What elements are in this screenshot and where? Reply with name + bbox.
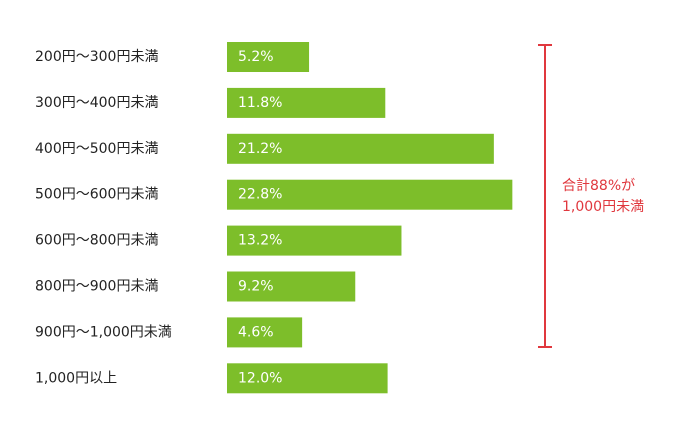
bar [227, 179, 513, 210]
category-label: 1,000円以上 [35, 370, 117, 386]
bar [227, 317, 303, 348]
category-label: 400円〜500円未満 [35, 141, 158, 157]
value-label: 21.2% [238, 141, 282, 157]
annotation: 合計88%が [562, 178, 635, 194]
value-label: 22.8% [238, 187, 282, 203]
bar [227, 87, 386, 118]
category-label: 200円〜300円未満 [35, 49, 158, 65]
value-label: 9.2% [238, 279, 274, 295]
bar [227, 271, 356, 302]
value-label: 4.6% [238, 324, 274, 340]
bar [227, 363, 388, 394]
category-label: 800円〜900円未満 [35, 279, 158, 295]
category-label: 900円〜1,000円未満 [35, 324, 172, 340]
bracket [538, 44, 552, 348]
bar [227, 225, 402, 256]
bar [227, 42, 310, 72]
bar [227, 133, 494, 164]
value-label: 5.2% [238, 49, 274, 65]
value-label: 11.8% [238, 95, 282, 111]
category-label: 500円〜600円未満 [35, 187, 158, 203]
category-label: 300円〜400円未満 [35, 95, 158, 111]
value-label: 12.0% [238, 370, 282, 386]
value-label: 13.2% [238, 233, 282, 249]
category-label: 600円〜800円未満 [35, 233, 158, 249]
annotation: 1,000円未満 [562, 199, 644, 215]
